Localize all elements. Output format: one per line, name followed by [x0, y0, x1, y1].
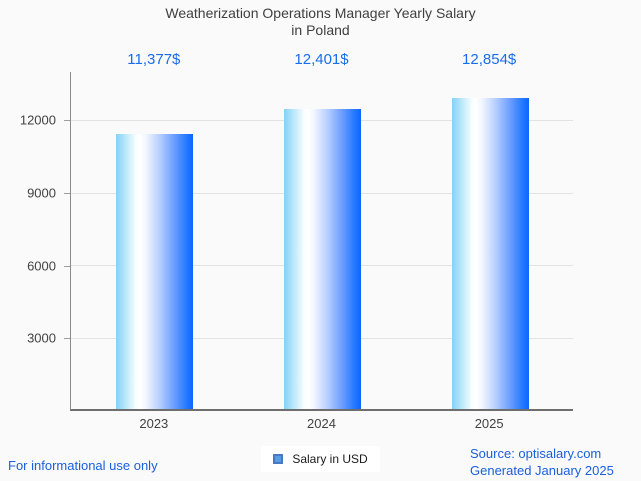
chart-title-line2: in Poland	[291, 22, 350, 38]
generated-date: Generated January 2025	[470, 463, 614, 478]
y-tick-label-6000: 6000	[27, 258, 56, 274]
x-label-2025: 2025	[474, 416, 504, 431]
y-axis: 3000 6000 9000 12000	[0, 72, 70, 411]
x-label-2024: 2024	[307, 416, 336, 431]
legend-label: Salary in USD	[292, 452, 368, 466]
chart-title-line1: Weatherization Operations Manager Yearly…	[165, 5, 476, 21]
value-label-2023: 11,377$	[127, 51, 181, 68]
legend-swatch-icon	[273, 454, 284, 464]
x-label-2023: 2023	[139, 416, 169, 431]
y-tick-mark-6000	[64, 265, 70, 267]
source-block: Source: optisalary.com Generated January…	[470, 445, 614, 479]
value-label-2024: 12,401$	[294, 51, 349, 68]
y-tick-label-12000: 12000	[19, 112, 56, 128]
plot-area	[70, 72, 573, 411]
x-axis-labels: 2023 2024 2025	[70, 416, 573, 434]
y-tick-mark-3000	[64, 338, 70, 340]
bar-value-labels: 11,377$ 12,401$ 12,854$	[70, 51, 573, 73]
y-tick-label-3000: 3000	[27, 330, 56, 346]
y-tick-label-9000: 9000	[27, 185, 56, 201]
value-label-2025: 12,854$	[462, 51, 517, 68]
bar-2024	[284, 108, 361, 409]
informational-note: For informational use only	[8, 458, 158, 473]
legend-item-salary[interactable]: Salary in USD	[261, 446, 380, 472]
bar-2023	[116, 133, 194, 409]
y-tick-mark-12000	[64, 120, 70, 122]
bar-2025	[451, 97, 529, 409]
source-link[interactable]: Source: optisalary.com	[470, 446, 602, 461]
legend: Salary in USD	[0, 446, 641, 472]
chart-title: Weatherization Operations Manager Yearly…	[0, 5, 641, 39]
y-tick-mark-9000	[64, 193, 70, 195]
